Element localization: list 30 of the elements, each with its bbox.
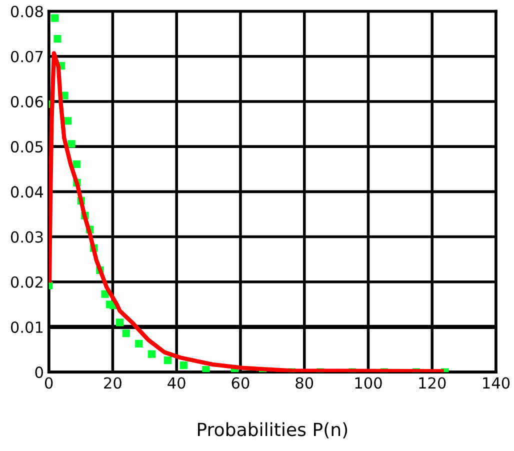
point (54, 34, 62, 43)
x-tick-label: 80 (296, 377, 314, 389)
x-tick-label: 60 (232, 377, 250, 389)
point (148, 350, 156, 358)
point (68, 140, 76, 148)
point (164, 356, 172, 364)
x-tick-label: 140 (483, 377, 510, 389)
y-tick-label: 0 (35, 366, 43, 378)
point (135, 340, 143, 348)
x-axis-title: Probabilities P(n) (198, 422, 348, 438)
y-tick-label: 0.04 (10, 186, 44, 198)
x-tick-label: 20 (104, 377, 122, 389)
y-tick-label: 0.08 (10, 6, 43, 18)
point (122, 329, 130, 338)
point (51, 14, 59, 22)
y-tick-label: 0.07 (10, 50, 43, 62)
x-tick-label: 0 (44, 377, 53, 389)
y-tick-label: 0.02 (10, 276, 42, 288)
y-tick-label: 0.05 (10, 141, 43, 153)
point (64, 117, 72, 125)
point (180, 362, 188, 370)
y-tick-label: 0.03 (10, 231, 43, 243)
point (72, 160, 80, 168)
point (116, 318, 124, 326)
x-tick-label: 120 (419, 377, 446, 389)
y-tick-label: 0.06 (10, 96, 44, 108)
x-tick-label: 40 (168, 377, 186, 389)
point (202, 366, 210, 372)
x-tick-label: 100 (355, 377, 382, 389)
y-tick-label: 0.01 (10, 321, 43, 333)
